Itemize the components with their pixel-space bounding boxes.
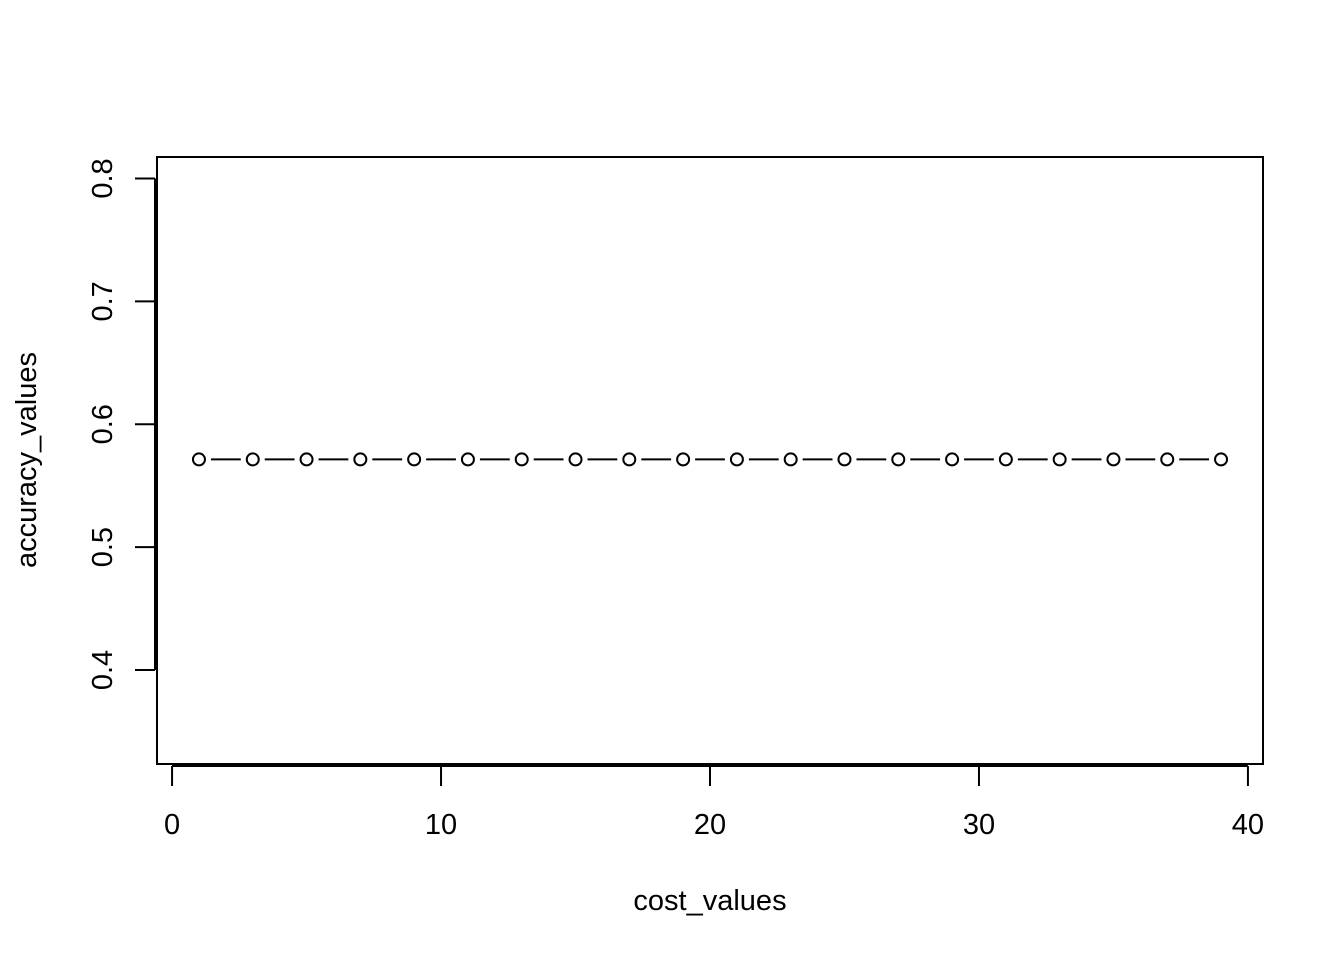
data-point [353,452,368,467]
data-point [191,452,206,467]
data-point [407,452,422,467]
data-point [568,452,583,467]
x-tick-label: 10 [425,809,457,841]
data-point [891,452,906,467]
plot-frame [156,156,1264,765]
data-point [1106,452,1121,467]
y-tick-label: 0.5 [87,527,119,567]
x-tick-label: 0 [164,809,180,841]
y-tick-label: 0.8 [87,158,119,198]
y-tick-label: 0.4 [87,650,119,690]
x-tick-label: 30 [963,809,995,841]
data-point [1160,452,1175,467]
data-point [245,452,260,467]
x-axis-label: cost_values [633,885,786,917]
y-axis: 0.4 0.5 0.6 0.7 0.8 [87,158,156,690]
x-axis: 0 10 20 30 40 [164,765,1264,841]
x-tick-label: 20 [694,809,726,841]
y-tick-label: 0.6 [87,404,119,444]
data-point [676,452,691,467]
series [191,452,1229,467]
data-point [998,452,1013,467]
data-point [622,452,637,467]
x-tick-label: 40 [1232,809,1264,841]
data-point [1214,452,1229,467]
data-point [299,452,314,467]
data-point [1052,452,1067,467]
data-point [514,452,529,467]
data-point [460,452,475,467]
data-point [837,452,852,467]
data-point [729,452,744,467]
y-tick-label: 0.7 [87,281,119,321]
y-axis-label: accuracy_values [11,352,43,568]
data-point [783,452,798,467]
data-point [945,452,960,467]
